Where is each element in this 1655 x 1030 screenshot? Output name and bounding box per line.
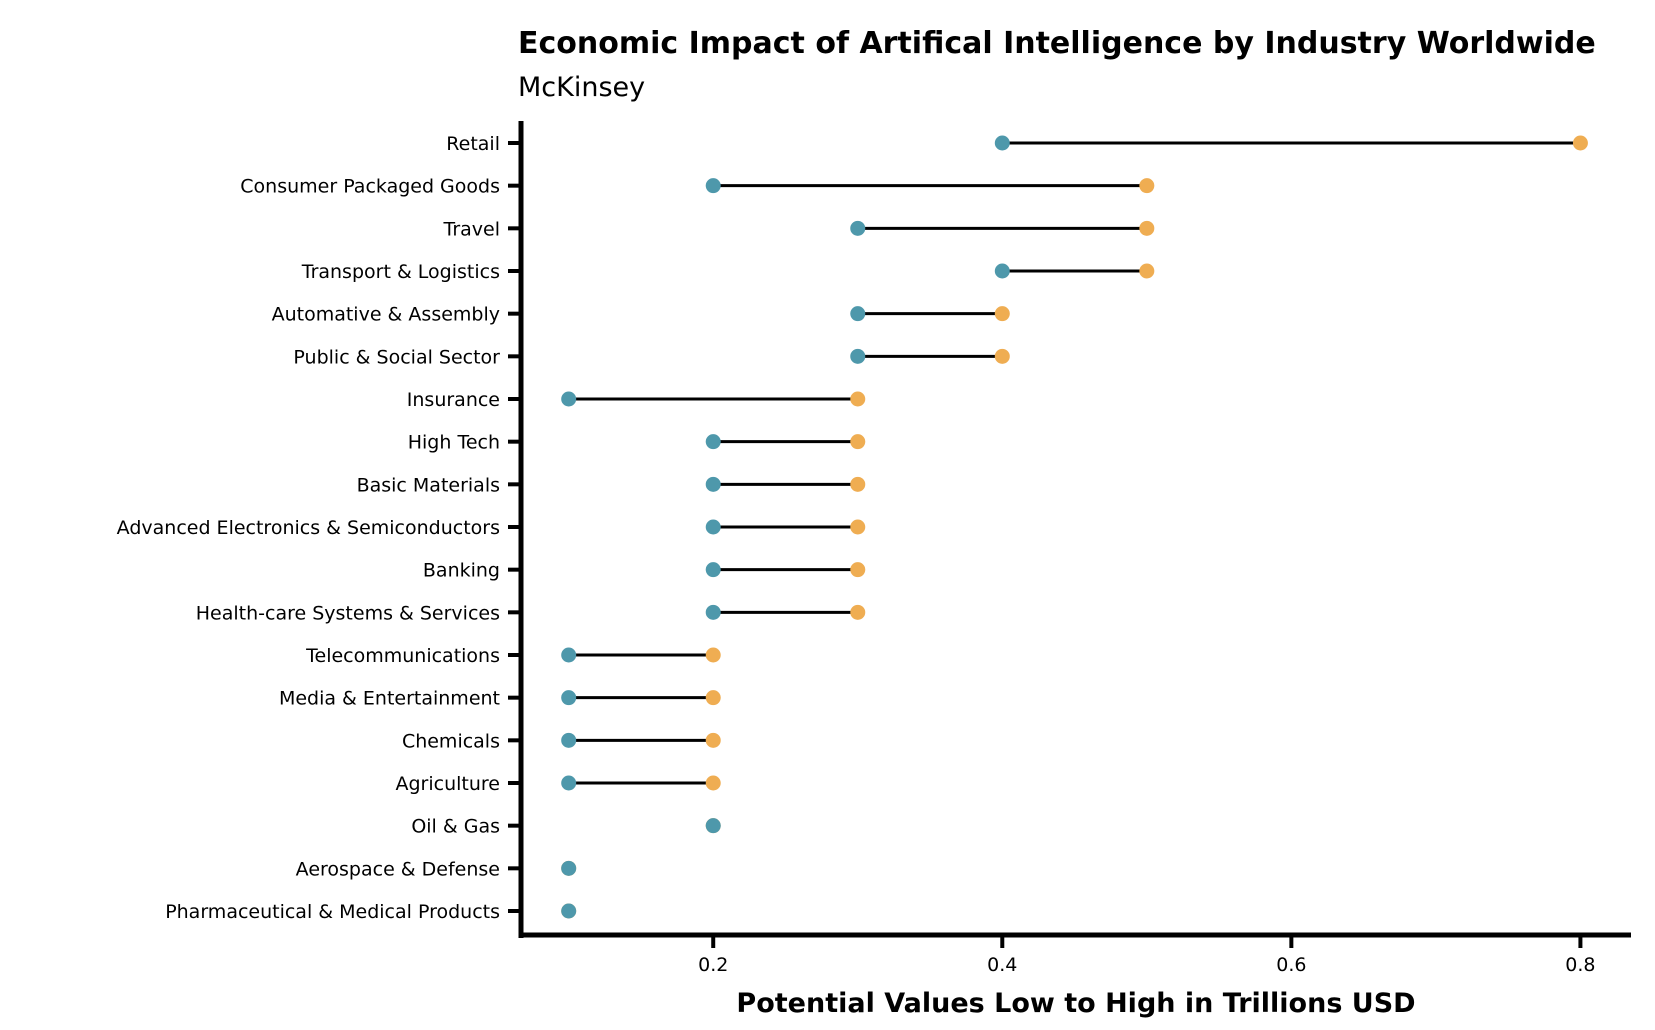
y-tick-label: Banking — [423, 560, 500, 582]
y-tick-label: Pharmaceutical & Medical Products — [165, 901, 500, 923]
category-row — [561, 860, 577, 876]
low-value-dot — [705, 604, 721, 620]
y-tick-label: Advanced Electronics & Semiconductors — [117, 517, 500, 539]
category-row — [705, 604, 866, 620]
high-value-dot — [850, 562, 866, 578]
low-value-dot — [561, 732, 577, 748]
high-value-dot — [1139, 178, 1155, 194]
chart-subtitle: McKinsey — [518, 72, 645, 103]
x-tick-label: 0.6 — [1276, 954, 1306, 976]
y-tick-label: Travel — [443, 218, 500, 240]
low-value-dot — [705, 519, 721, 535]
category-row — [705, 476, 866, 492]
y-tick-label: Insurance — [407, 389, 500, 411]
category-row — [705, 434, 866, 450]
category-row — [561, 775, 721, 791]
y-axis-ticks: Retail Consumer Packaged Goods Travel Trans… — [117, 133, 521, 923]
low-value-dot — [994, 263, 1010, 279]
y-tick-label: Aerospace & Defense — [296, 858, 500, 880]
low-value-dot — [850, 306, 866, 322]
y-tick-label: Consumer Packaged Goods — [240, 176, 500, 198]
y-tick-label: Agriculture — [396, 773, 501, 795]
category-row — [994, 263, 1155, 279]
y-tick-label: Transport & Logistics — [301, 261, 500, 283]
x-tick-label: 0.8 — [1565, 954, 1595, 976]
y-tick-label: Telecommunications — [305, 645, 500, 667]
category-row — [705, 562, 866, 578]
high-value-dot — [850, 476, 866, 492]
low-value-dot — [561, 690, 577, 706]
category-row — [561, 391, 866, 407]
high-value-dot — [850, 519, 866, 535]
high-value-dot — [705, 690, 721, 706]
y-tick-label: Media & Entertainment — [279, 688, 500, 710]
category-row — [705, 178, 1155, 194]
high-value-dot — [994, 306, 1010, 322]
high-value-dot — [705, 775, 721, 791]
high-value-dot — [850, 604, 866, 620]
low-value-dot — [561, 860, 577, 876]
low-value-dot — [561, 647, 577, 663]
high-value-dot — [1139, 263, 1155, 279]
category-row — [705, 818, 721, 834]
y-tick-label: Health-care Systems & Services — [196, 602, 500, 624]
y-tick-label: Public & Social Sector — [293, 346, 500, 368]
x-tick-label: 0.4 — [987, 954, 1017, 976]
low-value-dot — [850, 348, 866, 364]
category-row — [561, 690, 721, 706]
y-tick-label: Automative & Assembly — [272, 304, 500, 326]
y-tick-label: Basic Materials — [357, 474, 500, 496]
y-tick-label: High Tech — [408, 432, 500, 454]
y-tick-label: Retail — [446, 133, 500, 155]
low-value-dot — [561, 391, 577, 407]
category-row — [705, 519, 866, 535]
x-axis-ticks: 0.2 0.4 0.6 0.8 — [698, 935, 1596, 976]
category-row — [561, 732, 721, 748]
x-tick-label: 0.2 — [698, 954, 728, 976]
high-value-dot — [1572, 135, 1588, 151]
high-value-dot — [705, 732, 721, 748]
category-row — [561, 903, 577, 919]
low-value-dot — [994, 135, 1010, 151]
high-value-dot — [850, 434, 866, 450]
low-value-dot — [705, 178, 721, 194]
low-value-dot — [561, 775, 577, 791]
y-tick-label: Chemicals — [402, 730, 500, 752]
high-value-dot — [994, 348, 1010, 364]
category-row — [850, 220, 1155, 236]
category-row — [850, 306, 1010, 322]
category-row — [561, 647, 721, 663]
high-value-dot — [705, 647, 721, 663]
category-row — [994, 135, 1588, 151]
high-value-dot — [1139, 220, 1155, 236]
x-axis-label: Potential Values Low to High in Trillion… — [736, 988, 1415, 1019]
low-value-dot — [705, 818, 721, 834]
y-tick-label: Oil & Gas — [411, 816, 500, 838]
category-row — [850, 348, 1010, 364]
low-value-dot — [561, 903, 577, 919]
low-value-dot — [705, 476, 721, 492]
high-value-dot — [850, 391, 866, 407]
plot-area — [561, 135, 1588, 919]
chart-title: Economic Impact of Artifical Intelligenc… — [518, 26, 1596, 61]
low-value-dot — [705, 434, 721, 450]
low-value-dot — [850, 220, 866, 236]
low-value-dot — [705, 562, 721, 578]
